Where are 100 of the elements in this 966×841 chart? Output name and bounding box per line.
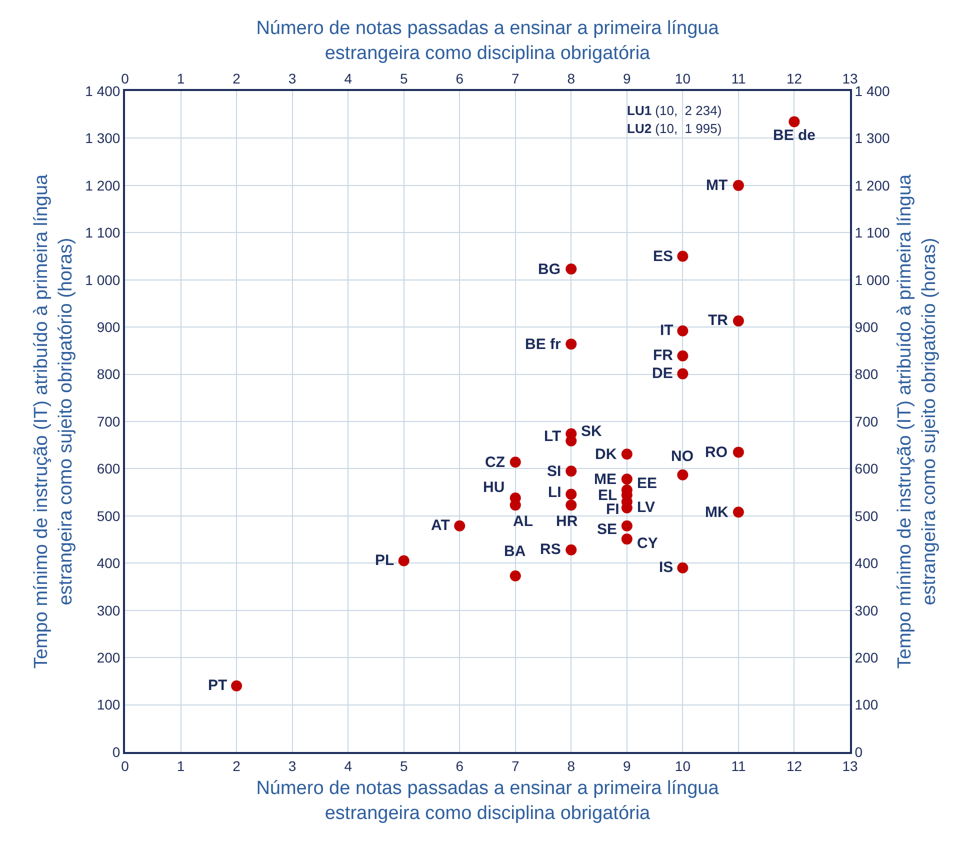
annotation: IS bbox=[659, 559, 674, 576]
x2-tick-label: 3 bbox=[288, 758, 296, 774]
annotation: BE de bbox=[773, 127, 816, 144]
annotation: PL bbox=[375, 552, 394, 569]
y2-tick-label: 100 bbox=[854, 696, 878, 713]
x-tick-label: 9 bbox=[623, 70, 632, 86]
annotation: LT bbox=[544, 428, 562, 445]
point bbox=[566, 264, 577, 274]
annotation: HU bbox=[483, 479, 505, 496]
point bbox=[788, 116, 800, 128]
y2-tick-label: 500 bbox=[854, 508, 878, 524]
x-tick-label: 3 bbox=[288, 70, 296, 86]
y-tick-label: 1 200 bbox=[85, 177, 120, 194]
x2-tick-label: 1 bbox=[176, 758, 185, 774]
point bbox=[677, 469, 688, 480]
y2-tick-label: 1 100 bbox=[854, 224, 890, 241]
x2-tick-label: 8 bbox=[567, 758, 576, 774]
x2-tick-label: 7 bbox=[511, 758, 520, 774]
point bbox=[621, 448, 632, 460]
y-tick-label: 100 bbox=[96, 696, 120, 713]
y2-tick-label: 200 bbox=[854, 649, 878, 666]
y2-tick-label: 600 bbox=[854, 460, 878, 477]
y2-tick-label: 1 000 bbox=[854, 272, 890, 288]
x2-tick-label: 10 bbox=[674, 758, 691, 774]
point bbox=[621, 534, 632, 545]
point bbox=[677, 368, 688, 380]
annotation: BE fr bbox=[525, 336, 561, 353]
point bbox=[566, 500, 577, 511]
x-tick-label: 6 bbox=[456, 70, 464, 86]
point bbox=[398, 555, 410, 566]
point bbox=[732, 315, 744, 326]
y-tick-label: 0 bbox=[112, 744, 120, 760]
annotation: TR bbox=[708, 312, 728, 329]
point bbox=[677, 325, 688, 336]
point bbox=[566, 466, 577, 477]
y-tick-label: 1 300 bbox=[85, 130, 120, 146]
annotation: HR bbox=[556, 513, 578, 530]
x-tick-label: 1 bbox=[176, 70, 185, 86]
annotation: DK bbox=[595, 446, 617, 463]
x-tick-label: 8 bbox=[567, 70, 576, 86]
annotation: BG bbox=[538, 261, 560, 278]
x-axis-title: Número de notas passadas a ensinar a primeira língua estrangeira como disciplina obrigatória bbox=[256, 778, 720, 824]
x-tick-label: 10 bbox=[674, 70, 691, 86]
x-tick-label: 7 bbox=[511, 70, 520, 86]
y-tick-label: 400 bbox=[96, 555, 120, 572]
y-tick-label: 200 bbox=[96, 649, 120, 666]
point bbox=[677, 350, 688, 362]
x-tick-label: 12 bbox=[786, 70, 802, 86]
point bbox=[454, 520, 466, 532]
annotation: EL bbox=[598, 487, 618, 504]
x-tick-label: 2 bbox=[232, 70, 241, 86]
x2-axis-title: Número de notas passadas a ensinar a primeira língua estrangeira como disciplina obrigatória bbox=[256, 18, 720, 64]
y2-tick-label: 800 bbox=[854, 366, 878, 382]
annotation: ES bbox=[653, 248, 674, 265]
annotation: DE bbox=[652, 365, 673, 382]
point bbox=[566, 544, 577, 556]
x2-tick-label: 13 bbox=[842, 758, 858, 774]
annotation: EE bbox=[637, 475, 658, 492]
annotation: SI bbox=[547, 463, 562, 480]
y-tick-label: 500 bbox=[96, 508, 120, 524]
x2-tick-label: 6 bbox=[456, 758, 464, 774]
point bbox=[621, 520, 632, 532]
point bbox=[677, 250, 688, 262]
annotation: AT bbox=[431, 517, 450, 534]
x2-tick-label: 5 bbox=[400, 758, 408, 774]
annotation: LU1 (10, 2 234) bbox=[627, 103, 722, 118]
annotation: SE bbox=[597, 521, 618, 538]
annotation: PT bbox=[208, 677, 228, 694]
y-tick-label: 300 bbox=[96, 602, 120, 618]
y-axis-title: Tempo mínimo de instrução (IT) atribuído à primeira língua estrangeira como sujeito obrigatório (horas) bbox=[30, 174, 77, 669]
point bbox=[566, 338, 577, 350]
x-tick-label: 11 bbox=[731, 70, 746, 86]
point bbox=[732, 506, 744, 518]
x2-tick-label: 12 bbox=[786, 758, 802, 774]
point bbox=[732, 446, 744, 458]
x-tick-label: 4 bbox=[344, 70, 352, 86]
y2-tick-label: 900 bbox=[854, 318, 878, 335]
annotation: LI bbox=[548, 484, 562, 501]
annotation: SK bbox=[581, 423, 602, 440]
annotation: NO bbox=[671, 448, 694, 465]
point bbox=[621, 474, 632, 485]
x2-tick-label: 11 bbox=[731, 758, 746, 774]
point bbox=[566, 488, 577, 500]
y-tick-label: 800 bbox=[96, 366, 120, 382]
point bbox=[677, 562, 688, 574]
y2-tick-label: 1 300 bbox=[854, 130, 890, 146]
annotation: LU2 (10, 1 995) bbox=[627, 121, 722, 136]
annotation: BA bbox=[504, 543, 526, 560]
annotation: RO bbox=[705, 444, 728, 461]
annotation: MT bbox=[706, 177, 728, 194]
annotation: LV bbox=[637, 499, 656, 516]
x2-tick-label: 4 bbox=[344, 758, 352, 774]
x-tick-label: 5 bbox=[400, 70, 408, 86]
y-tick-label: 700 bbox=[96, 413, 120, 430]
point bbox=[732, 180, 744, 191]
y2-tick-label: 700 bbox=[854, 413, 878, 430]
annotation: CZ bbox=[485, 454, 505, 471]
y-tick-label: 600 bbox=[96, 460, 120, 477]
y-tick-label: 1 400 bbox=[85, 82, 120, 99]
annotation: IT bbox=[660, 322, 674, 339]
